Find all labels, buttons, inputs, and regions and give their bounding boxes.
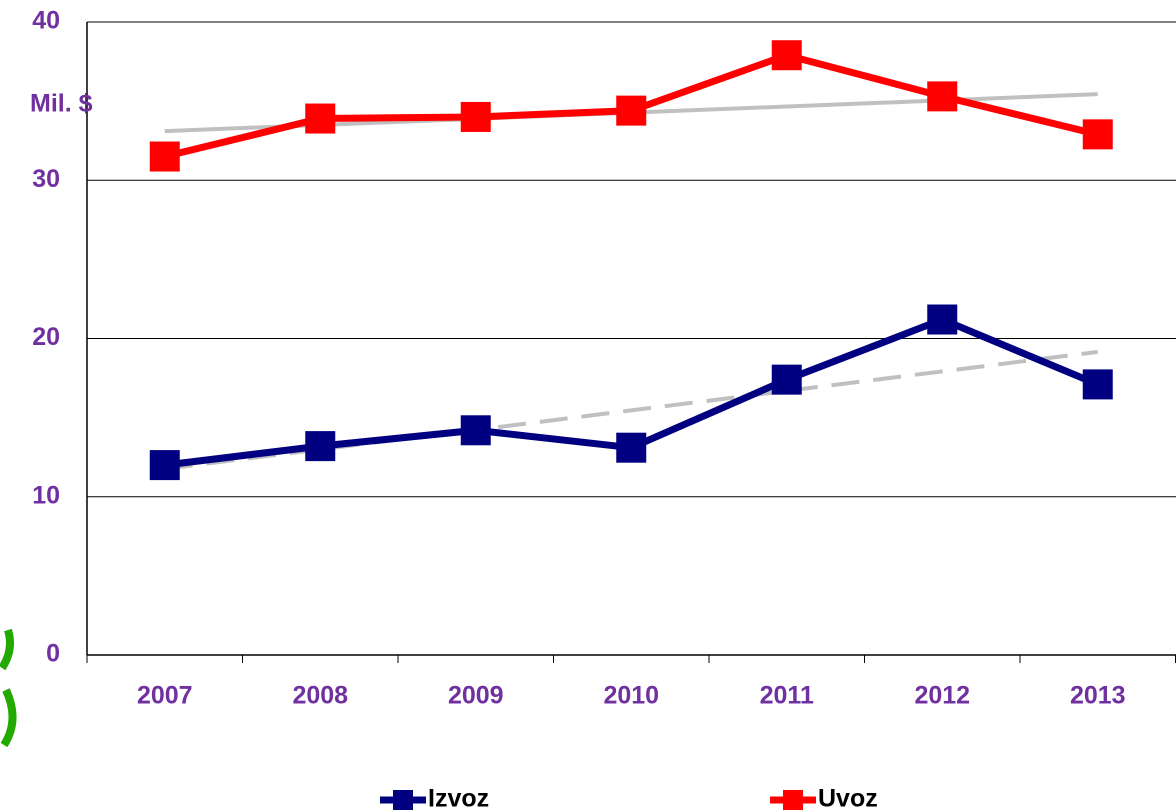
decoration (0, 628, 17, 748)
marker (149, 141, 180, 172)
y-tick-label: 10 (32, 481, 60, 509)
y-tick-label: 40 (32, 7, 60, 35)
marker (1082, 369, 1113, 400)
x-tick-label: 2008 (292, 682, 348, 710)
marker (1082, 119, 1113, 150)
marker (616, 432, 647, 463)
x-tick-label: 2009 (448, 682, 504, 710)
x-tick-label: 2011 (760, 682, 814, 710)
legend-marker (783, 790, 803, 810)
marker (460, 101, 491, 132)
x-tick-label: 2012 (914, 682, 970, 710)
y-tick-label: 20 (32, 323, 60, 351)
legend-label: Izvoz (428, 785, 489, 812)
marker (927, 81, 958, 112)
x-tick-label: 2013 (1070, 682, 1126, 710)
y-tick-label: 0 (46, 640, 60, 668)
marker (460, 415, 491, 446)
y-tick-label: 30 (32, 165, 60, 193)
marker (771, 40, 802, 71)
x-tick-label: 2007 (137, 682, 193, 710)
legend-label: Uvoz (818, 785, 878, 812)
marker (305, 431, 336, 462)
marker (927, 304, 958, 335)
x-tick-label: 2010 (603, 682, 659, 710)
y-axis-label: Mil. $ (30, 90, 93, 118)
marker (771, 364, 802, 395)
marker (616, 95, 647, 126)
marker (149, 450, 180, 481)
trendline (164, 349, 1098, 471)
legend-marker (393, 790, 413, 810)
marker (305, 103, 336, 134)
